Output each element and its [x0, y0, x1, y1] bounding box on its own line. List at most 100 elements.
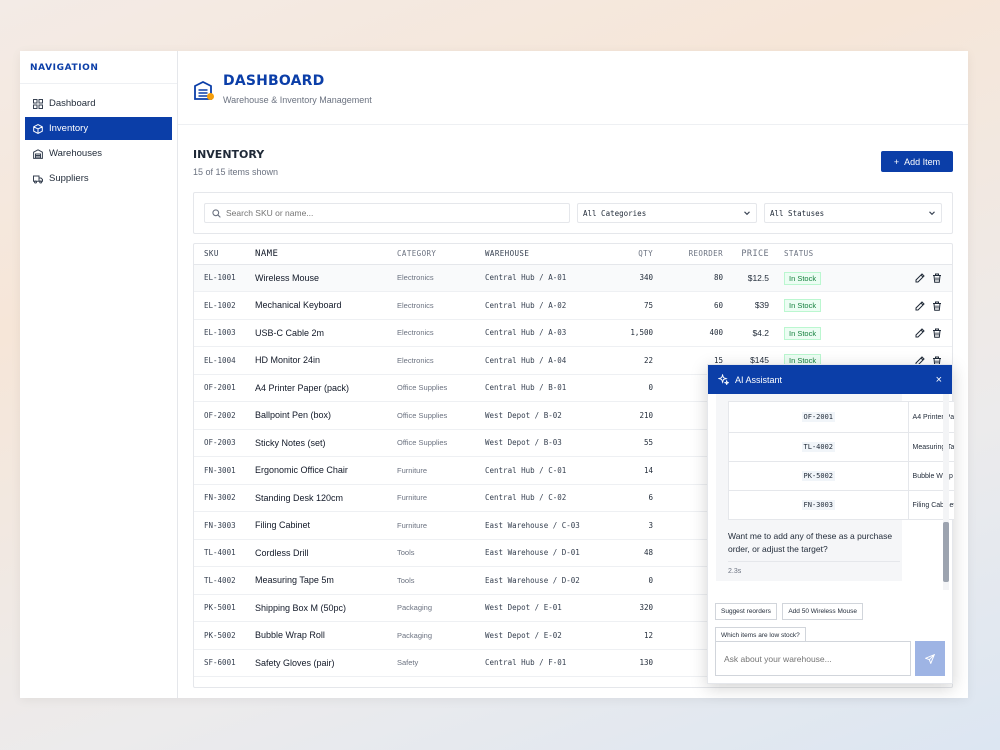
scrollbar-thumb[interactable]	[943, 522, 949, 582]
chip-suggest-reorders[interactable]: Suggest reorders	[715, 603, 777, 620]
page-title: DASHBOARD	[223, 73, 325, 89]
cell-name: Mechanical Keyboard	[255, 291, 397, 320]
cell-name: Ballpoint Pen (box)	[255, 401, 397, 430]
ai-cell-sku: TL-4002	[728, 432, 909, 462]
sidebar-item-inventory[interactable]: Inventory	[25, 117, 172, 140]
cell-category: Electronics	[397, 264, 485, 292]
table-row[interactable]: EL-1002 Mechanical Keyboard Electronics Cen…	[194, 291, 952, 320]
add-item-button[interactable]: + Add Item	[881, 151, 953, 172]
edit-icon[interactable]	[915, 273, 925, 283]
send-button[interactable]	[915, 641, 945, 676]
sparkle-icon	[718, 374, 729, 385]
cell-sku: FN-3001	[194, 456, 255, 485]
chevron-down-icon	[929, 211, 935, 216]
sku-code: PK-5002	[801, 471, 836, 481]
column-header-reorder[interactable]: REORDER	[655, 244, 725, 265]
edit-icon[interactable]	[915, 328, 925, 338]
cell-warehouse: West Depot / E-01	[485, 594, 605, 622]
status-badge: In Stock	[784, 326, 822, 340]
cell-qty: 210	[605, 401, 655, 430]
warehouse-icon	[33, 148, 43, 159]
trash-icon[interactable]	[932, 301, 942, 311]
cell-category: Packaging	[397, 621, 485, 650]
cell-sku: OF-2003	[194, 429, 255, 457]
column-header-name[interactable]: NAME	[255, 244, 397, 265]
cell-qty: 0	[605, 374, 655, 402]
cell-name: Sticky Notes (set)	[255, 429, 397, 457]
trash-icon[interactable]	[932, 328, 942, 338]
status-badge: In Stock	[784, 271, 822, 285]
page-header: DASHBOARD Warehouse & Inventory Manageme…	[178, 51, 968, 125]
truck-icon	[33, 175, 43, 183]
sidebar-item-label: Inventory	[49, 123, 89, 134]
cell-sku: PK-5002	[194, 621, 255, 650]
scrollbar-track[interactable]	[943, 394, 949, 590]
cell-name: HD Monitor 24in	[255, 346, 397, 375]
ai-panel-title: AI Assistant	[735, 374, 783, 385]
column-header-category[interactable]: CATEGORY	[397, 244, 485, 265]
cell-name: Wireless Mouse	[255, 264, 397, 292]
status-select[interactable]: All Statuses	[764, 203, 942, 223]
table-body: EL-1001 Wireless Mouse Electronics Central …	[194, 264, 952, 677]
cell-status: In Stock	[775, 264, 870, 292]
cell-warehouse: Central Hub / A-03	[485, 319, 605, 347]
column-header-price[interactable]: PRICE	[725, 244, 775, 265]
ai-response-time: 2.3s	[728, 568, 742, 575]
search-box[interactable]	[204, 203, 570, 223]
cell-qty: 340	[605, 264, 655, 292]
cell-qty: 6	[605, 484, 655, 512]
cell-sku: SF-6001	[194, 649, 255, 677]
column-header-qty[interactable]: QTY	[605, 244, 655, 265]
sidebar-item-label: Dashboard	[49, 98, 96, 109]
cell-warehouse: Central Hub / F-01	[485, 649, 605, 677]
cell-qty: 1,500	[605, 319, 655, 347]
cell-warehouse: Central Hub / A-02	[485, 291, 605, 320]
sidebar-item-dashboard[interactable]: Dashboard	[25, 92, 172, 115]
cell-warehouse: Central Hub / C-01	[485, 456, 605, 485]
cell-price: $39	[725, 291, 775, 320]
column-header-warehouse[interactable]: WAREHOUSE	[485, 244, 605, 265]
search-input[interactable]	[226, 208, 546, 218]
cell-sku: EL-1002	[194, 291, 255, 320]
cell-warehouse: West Depot / B-03	[485, 429, 605, 457]
edit-icon[interactable]	[915, 300, 925, 311]
cell-name: Standing Desk 120cm	[255, 484, 397, 512]
cell-reorder: 60	[655, 291, 725, 320]
sidebar-item-suppliers[interactable]: Suppliers	[25, 167, 172, 190]
chevron-down-icon	[744, 211, 750, 216]
cell-name: Safety Gloves (pair)	[255, 649, 397, 677]
chip-add-wireless-mouse[interactable]: Add 50 Wireless Mouse	[782, 603, 863, 620]
cell-qty: 48	[605, 539, 655, 567]
category-select[interactable]: All Categories	[577, 203, 757, 223]
cell-warehouse: Central Hub / B-01	[485, 374, 605, 402]
table-row[interactable]: EL-1001 Wireless Mouse Electronics Central …	[194, 264, 952, 292]
category-select-value: All Categories	[583, 208, 647, 218]
cell-reorder: 400	[655, 319, 725, 347]
table-header-row: SKU NAME CATEGORY WAREHOUSE QTY REORDER …	[194, 244, 952, 265]
ai-chat-input[interactable]	[715, 641, 911, 676]
ai-cell-sku: FN-3003	[728, 490, 909, 520]
ai-cell-sku: OF-2001	[728, 401, 909, 433]
cell-qty: 3	[605, 511, 655, 540]
table-row[interactable]: EL-1003 USB-C Cable 2m Electronics Central …	[194, 319, 952, 347]
cell-sku: OF-2002	[194, 401, 255, 430]
cell-sku: PK-5001	[194, 594, 255, 622]
cell-qty: 0	[605, 566, 655, 595]
inventory-heading: INVENTORY 15 of 15 items shown	[193, 148, 278, 177]
column-header-sku[interactable]: SKU	[194, 244, 255, 265]
close-icon[interactable]: ×	[935, 373, 942, 386]
cell-actions	[870, 291, 952, 320]
sidebar-item-warehouses[interactable]: Warehouses	[25, 142, 172, 165]
cell-name: USB-C Cable 2m	[255, 319, 397, 347]
trash-icon[interactable]	[932, 273, 942, 283]
nav-list: Dashboard Inventory Warehouses Suppliers	[20, 84, 177, 200]
main-content: DASHBOARD Warehouse & Inventory Manageme…	[178, 51, 968, 698]
column-header-status[interactable]: STATUS	[775, 244, 870, 265]
grid-icon	[33, 98, 43, 109]
cell-category: Office Supplies	[397, 401, 485, 430]
cell-qty: 14	[605, 456, 655, 485]
filter-bar: All Categories All Statuses	[193, 192, 953, 234]
